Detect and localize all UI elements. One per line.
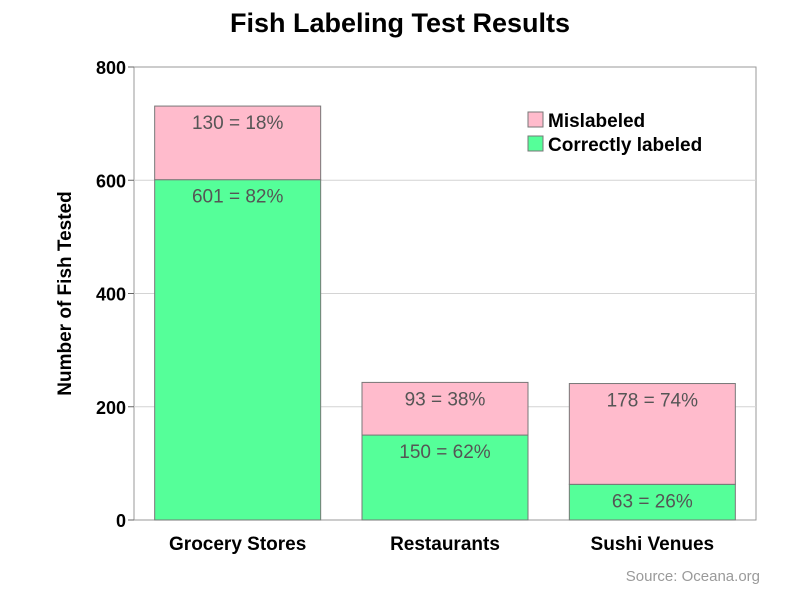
legend-swatch — [527, 111, 544, 128]
x-tick-label: Sushi Venues — [591, 534, 715, 555]
y-tick-label: 400 — [96, 285, 126, 305]
source-note: Source: Oceana.org — [625, 568, 760, 585]
y-tick-label: 0 — [116, 511, 126, 531]
data-label: 63 = 26% — [612, 491, 693, 512]
bar-segment — [361, 434, 529, 521]
legend-label: Mislabeled — [548, 111, 645, 132]
y-tick-label: 600 — [96, 171, 126, 191]
legend-swatch — [527, 135, 544, 152]
x-tick-label: Grocery Stores — [169, 534, 306, 555]
data-label: 93 = 38% — [405, 389, 486, 410]
y-tick-label: 200 — [96, 398, 126, 418]
legend-label: Correctly labeled — [548, 135, 702, 156]
data-label: 601 = 82% — [192, 187, 283, 208]
x-tick-label: Restaurants — [390, 534, 500, 555]
bar-segment — [568, 383, 736, 485]
bar-segment — [568, 483, 736, 521]
y-tick-label: 800 — [96, 58, 126, 78]
data-label: 150 = 62% — [399, 442, 490, 463]
data-label: 178 = 74% — [607, 391, 698, 412]
bar-segment — [361, 381, 529, 436]
data-label: 130 = 18% — [192, 113, 283, 134]
chart-title: Fish Labeling Test Results — [229, 8, 571, 38]
bar-segment — [154, 105, 322, 181]
y-axis-label: Number of Fish Tested — [55, 191, 76, 395]
bar-segment — [154, 179, 322, 521]
